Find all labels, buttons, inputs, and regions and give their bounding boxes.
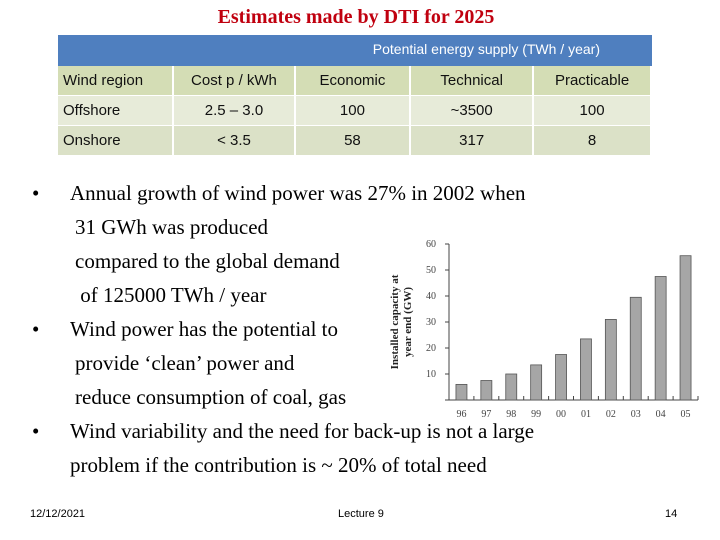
table-cell: 100 xyxy=(533,95,652,126)
bar xyxy=(480,380,493,401)
x-tick-label: 04 xyxy=(656,409,666,420)
bullet-item: • Wind variability and the need for back… xyxy=(30,414,630,482)
y-tick-label: 50 xyxy=(426,265,436,276)
y-tick-label: 10 xyxy=(426,369,436,380)
x-tick-label: 99 xyxy=(531,409,541,420)
bullet-line: problem if the contribution is ~ 20% of … xyxy=(70,453,487,477)
bar xyxy=(580,338,592,401)
footer-date: 12/12/2021 xyxy=(30,508,86,520)
energy-table-grid: Wind region Cost p / kWh Economic Techni… xyxy=(58,66,652,156)
x-tick-label: 01 xyxy=(581,409,591,420)
table-row: Onshore < 3.5 58 317 8 xyxy=(58,125,652,156)
table-header-band: Potential energy supply (TWh / year) xyxy=(58,35,652,66)
table-cell: 317 xyxy=(410,125,535,156)
table-cell: Onshore xyxy=(58,125,175,156)
column-header: Cost p / kWh xyxy=(173,66,296,96)
table-cell: 8 xyxy=(533,125,652,156)
bullet-dot: • xyxy=(32,317,40,341)
table-cell: 100 xyxy=(294,95,412,126)
bullet-item: • Annual growth of wind power was 27% in… xyxy=(30,176,630,312)
energy-table: Potential energy supply (TWh / year) Win… xyxy=(58,35,652,156)
bar xyxy=(455,383,468,401)
column-header: Practicable xyxy=(533,66,652,96)
bullet-dot: • xyxy=(32,419,40,443)
table-column-headers: Wind region Cost p / kWh Economic Techni… xyxy=(58,66,652,96)
bullet-dot: • xyxy=(32,181,40,205)
x-tick-label: 03 xyxy=(631,409,641,420)
bullet-line: of 125000 TWh / year xyxy=(75,283,267,307)
table-cell: ~3500 xyxy=(410,95,535,126)
x-tick-label: 05 xyxy=(681,409,691,420)
bar xyxy=(629,296,642,401)
table-cell: 58 xyxy=(294,125,412,156)
bullet-line: Wind power has the potential to xyxy=(70,317,339,341)
footer-lecture: Lecture 9 xyxy=(338,508,384,520)
table-row: Offshore 2.5 – 3.0 100 ~3500 100 xyxy=(58,95,652,126)
column-header: Economic xyxy=(294,66,412,96)
bar xyxy=(604,319,617,401)
slide-title: Estimates made by DTI for 2025 xyxy=(217,6,495,28)
bar xyxy=(679,255,692,401)
x-tick-label: 98 xyxy=(506,409,516,420)
table-cell: 2.5 – 3.0 xyxy=(173,95,296,126)
wind-capacity-chart: Installed capacity atyear end (GW) 10 20 3… xyxy=(389,239,699,420)
bullet-line: compared to the global demand xyxy=(75,249,340,273)
x-tick-label: 02 xyxy=(606,409,616,420)
x-tick-label: 00 xyxy=(556,409,566,420)
bullet-item: • Wind power has the potential to provid… xyxy=(30,312,630,414)
y-tick-label: 20 xyxy=(426,343,436,354)
bar xyxy=(530,364,543,401)
y-tick-label: 60 xyxy=(426,239,436,250)
bullet-line: reduce consumption of coal, gas xyxy=(75,385,347,409)
table-cell: Offshore xyxy=(58,95,175,126)
y-tick-label: 40 xyxy=(426,291,436,302)
bar xyxy=(654,276,667,401)
column-header: Technical xyxy=(410,66,535,96)
bar xyxy=(555,354,567,401)
bullet-line: Annual growth of wind power was 27% in 2… xyxy=(70,181,526,205)
table-cell: < 3.5 xyxy=(173,125,296,156)
bar xyxy=(505,373,518,401)
column-header: Wind region xyxy=(58,66,175,96)
x-tick-label: 97 xyxy=(481,409,491,420)
y-tick-label: 30 xyxy=(426,317,436,328)
bullet-line: Wind variability and the need for back-u… xyxy=(70,419,535,443)
bullet-line: 31 GWh was produced xyxy=(75,215,269,239)
x-tick-label: 96 xyxy=(456,409,466,420)
bullet-line: provide ‘clean’ power and xyxy=(75,351,295,375)
footer-page-number: 14 xyxy=(665,508,678,520)
bullet-list: • Annual growth of wind power was 27% in… xyxy=(30,176,630,482)
y-axis-label: Installed capacity atyear end (GW) xyxy=(389,274,414,369)
